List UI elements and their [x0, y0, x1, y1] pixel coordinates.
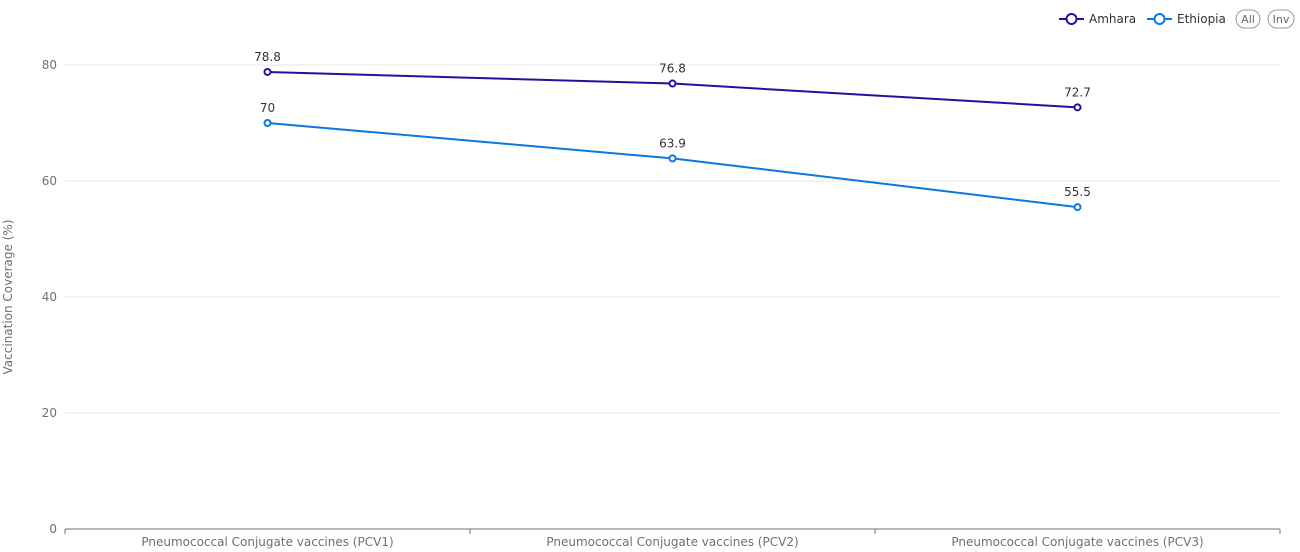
x-category-label: Pneumococcal Conjugate vaccines (PCV2): [546, 535, 798, 549]
y-tick-label: 80: [42, 58, 57, 72]
legend-label: Ethiopia: [1177, 12, 1226, 26]
legend-inverse-label: Inv: [1273, 13, 1290, 26]
legend-inverse-button[interactable]: Inv: [1267, 9, 1295, 29]
legend-item-amhara[interactable]: Amhara: [1059, 12, 1136, 26]
legend-select-all-button[interactable]: All: [1235, 9, 1261, 29]
legend-marker-icon: [1153, 13, 1166, 25]
axes: 0 20 40 60 80 Pneumococcal Conjugate vaccines…: [42, 58, 1281, 549]
legend-item-ethiopia[interactable]: Ethiopia: [1147, 12, 1226, 26]
legend-marker-icon: [1065, 13, 1078, 25]
data-label-amhara: 76.8: [659, 62, 686, 76]
data-point-amhara[interactable]: [263, 67, 272, 76]
data-labels: 78.8 76.8 72.7 70 63.9 55.5: [254, 50, 1091, 199]
y-tick-label: 40: [42, 290, 57, 304]
data-label-ethiopia: 55.5: [1064, 185, 1091, 199]
data-label-ethiopia: 70: [260, 101, 275, 115]
grid-lines: [65, 64, 1280, 414]
y-tick-label: 0: [49, 522, 57, 536]
data-point-ethiopia[interactable]: [263, 119, 272, 127]
y-axis-title: Vaccination Coverage (%): [1, 220, 15, 375]
data-label-amhara: 72.7: [1064, 85, 1091, 99]
x-category-label: Pneumococcal Conjugate vaccines (PCV1): [141, 535, 393, 549]
data-label-ethiopia: 63.9: [659, 136, 686, 150]
data-label-amhara: 78.8: [254, 50, 281, 64]
x-category-label: Pneumococcal Conjugate vaccines (PCV3): [951, 535, 1203, 549]
data-point-ethiopia[interactable]: [1073, 203, 1082, 212]
legend-select-all-label: All: [1241, 13, 1255, 26]
data-point-ethiopia[interactable]: [668, 154, 677, 163]
y-tick-label: 60: [42, 174, 57, 188]
y-tick-label: 20: [42, 406, 57, 420]
series-group: [263, 67, 1082, 212]
series-line-amhara: [267, 70, 1078, 109]
data-point-amhara[interactable]: [668, 79, 677, 88]
legend-label: Amhara: [1089, 12, 1136, 26]
data-point-amhara[interactable]: [1073, 103, 1082, 112]
legend: All Inv Amhara Ethiopia: [1059, 9, 1295, 29]
